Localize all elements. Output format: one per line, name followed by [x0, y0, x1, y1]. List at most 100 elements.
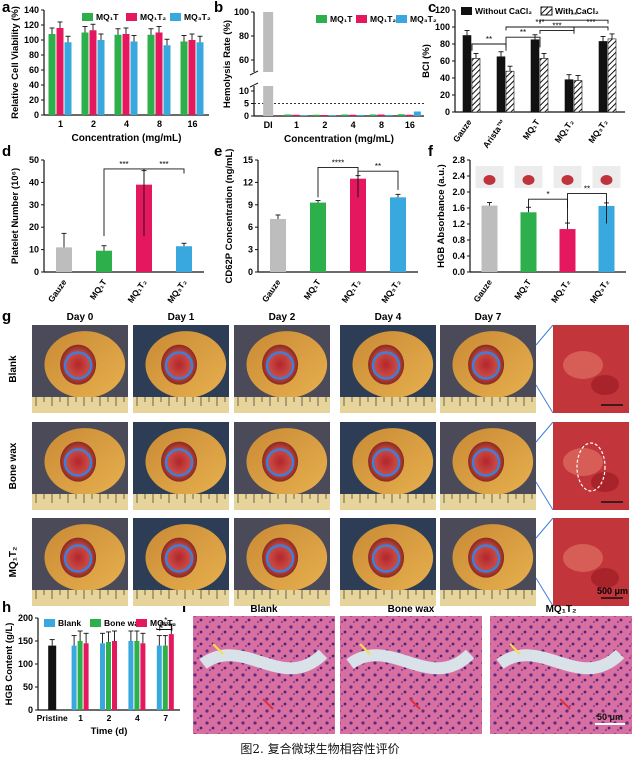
g-wound-circle: [265, 351, 295, 380]
f-ytick-label: 2.0: [452, 187, 465, 197]
b-bar: [284, 114, 292, 116]
chart-d-platelet: 0 10 20 30 40 50 Platelet Number (10⁶) Gauze MQ₁…: [10, 155, 204, 305]
a-legend-label: MQ₁T₂: [140, 12, 166, 22]
g-ruler: [440, 397, 536, 413]
panel-label-h: h: [2, 599, 11, 616]
a-xtick-label: 1: [58, 119, 63, 129]
g-ruler: [32, 590, 128, 606]
b-bar: [300, 115, 308, 116]
h-sig-label: ***: [160, 621, 169, 630]
h-bar: [100, 643, 105, 710]
panel-label-f: f: [428, 143, 434, 160]
f-xtick-label: MQ₃T₂: [588, 277, 612, 305]
d-xtick-label: MQ₁T₂: [125, 277, 148, 304]
g-wound-circle: [164, 544, 194, 573]
e-xtick-label: MQ₁T₂: [339, 277, 362, 304]
h-legend-swatch: [136, 619, 147, 627]
g-ruler: [133, 494, 229, 510]
g-zoom-connector: [535, 384, 554, 414]
panel-label-i: i: [182, 599, 186, 616]
i-vessel-lumen: [346, 649, 475, 675]
b-bar: [385, 115, 393, 116]
d-xtick-label: MQ₃T₂: [165, 277, 189, 305]
h-bar: [71, 645, 77, 710]
g-zoom-texture: [591, 472, 619, 492]
panel-label-a: a: [2, 0, 11, 16]
a-ytick-label: 40: [29, 80, 39, 90]
b-xlabel: Concentration (mg/mL): [284, 134, 394, 145]
i-panel-title: Blank: [250, 604, 278, 615]
f-ytick-label: 2.4: [452, 171, 465, 181]
f-blood-clot: [522, 175, 535, 185]
f-ytick-label: 1.6: [452, 203, 465, 213]
g-ruler: [32, 494, 128, 510]
c-bar: [573, 80, 583, 113]
d-xtick-label: Gauze: [46, 277, 69, 304]
a-bar: [89, 30, 97, 115]
h-sig-bracket: [156, 628, 173, 630]
g-ruler: [440, 494, 536, 510]
i-yellow-arrow: [359, 643, 371, 655]
b-bar: [341, 114, 349, 116]
i-panel-title: MQ₁T₂: [546, 604, 577, 615]
g-zoom-connector: [535, 481, 554, 511]
g-zoom-connector: [535, 577, 554, 607]
h-ytick-label: 50: [23, 682, 33, 692]
c-ytick-label: 80: [440, 39, 450, 49]
h-ylabel: HGB Content (g/L): [4, 623, 15, 706]
i-yellow-arrow: [212, 643, 224, 655]
b-axis-break: [249, 70, 259, 76]
b-xtick-label: 2: [322, 120, 327, 130]
g-ruler: [32, 397, 128, 413]
a-bar: [163, 45, 171, 115]
g-ruler: [133, 590, 229, 606]
d-ylabel: Platelet Number (10⁶): [10, 168, 21, 264]
c-xtick-label: MQ₃T₂: [586, 117, 610, 145]
h-ytick-label: 150: [18, 636, 33, 646]
a-ytick-label: 100: [24, 35, 39, 45]
g-column-header: Day 0: [67, 312, 94, 323]
g-column-header: Day 4: [375, 312, 402, 323]
f-ytick-label: 0.0: [452, 267, 465, 277]
a-ytick-label: 80: [29, 50, 39, 60]
a-legend-swatch: [82, 13, 93, 21]
b-bar: [377, 114, 385, 116]
a-bar: [155, 32, 163, 115]
g-column-header: Day 1: [168, 312, 195, 323]
e-bar: [350, 178, 366, 272]
chart-b-hemolysis: 60 80 100 0 5 10 Hemolysis Rate (%) DI 1 2 4 8 16 Con…: [222, 7, 437, 145]
b-bar: [312, 114, 320, 116]
f-blood-clot: [561, 175, 574, 185]
c-xtick-label: MQ₁T₂: [552, 117, 575, 144]
g-dashed-region: [576, 442, 606, 492]
a-bar: [56, 28, 64, 115]
c-ytick-label: 20: [440, 90, 450, 100]
a-legend-label: MQ₁T: [96, 12, 119, 22]
h-legend-swatch: [90, 619, 101, 627]
h-xtick-label: 4: [135, 713, 140, 723]
b-bar-di: [263, 12, 274, 72]
g-row-header: MQ₁T₂: [8, 547, 19, 578]
h-xtick-label: 7: [163, 713, 168, 723]
c-sig-label: **: [486, 35, 492, 44]
h-bar: [106, 641, 111, 710]
b-ytick-label: 10: [239, 86, 249, 96]
b-axis-break: [249, 82, 259, 88]
e-xtick-label: MQ₁T: [302, 277, 324, 302]
figure-caption: 图2. 复合微球生物相容性评价: [240, 742, 400, 756]
g-zoom-texture: [591, 375, 619, 395]
panel-label-d: d: [2, 143, 11, 160]
c-bar: [496, 56, 506, 113]
d-ytick-label: 20: [29, 222, 39, 232]
g-zoom-connector: [535, 421, 554, 443]
g-ruler: [340, 590, 436, 606]
h-ytick-label: 200: [18, 613, 33, 623]
chart-c-bci: 0 20 40 60 80 100 120 BCI (%) Gauze Arista™ MQ₁T MQ…: [421, 5, 625, 150]
d-bar: [56, 247, 72, 272]
g-zoom-texture: [563, 351, 603, 379]
i-histology-image: [490, 616, 632, 734]
e-ylabel: CD62P Concentration (ng/mL): [224, 149, 235, 284]
f-blood-clot: [483, 175, 496, 185]
a-bar: [64, 42, 72, 115]
